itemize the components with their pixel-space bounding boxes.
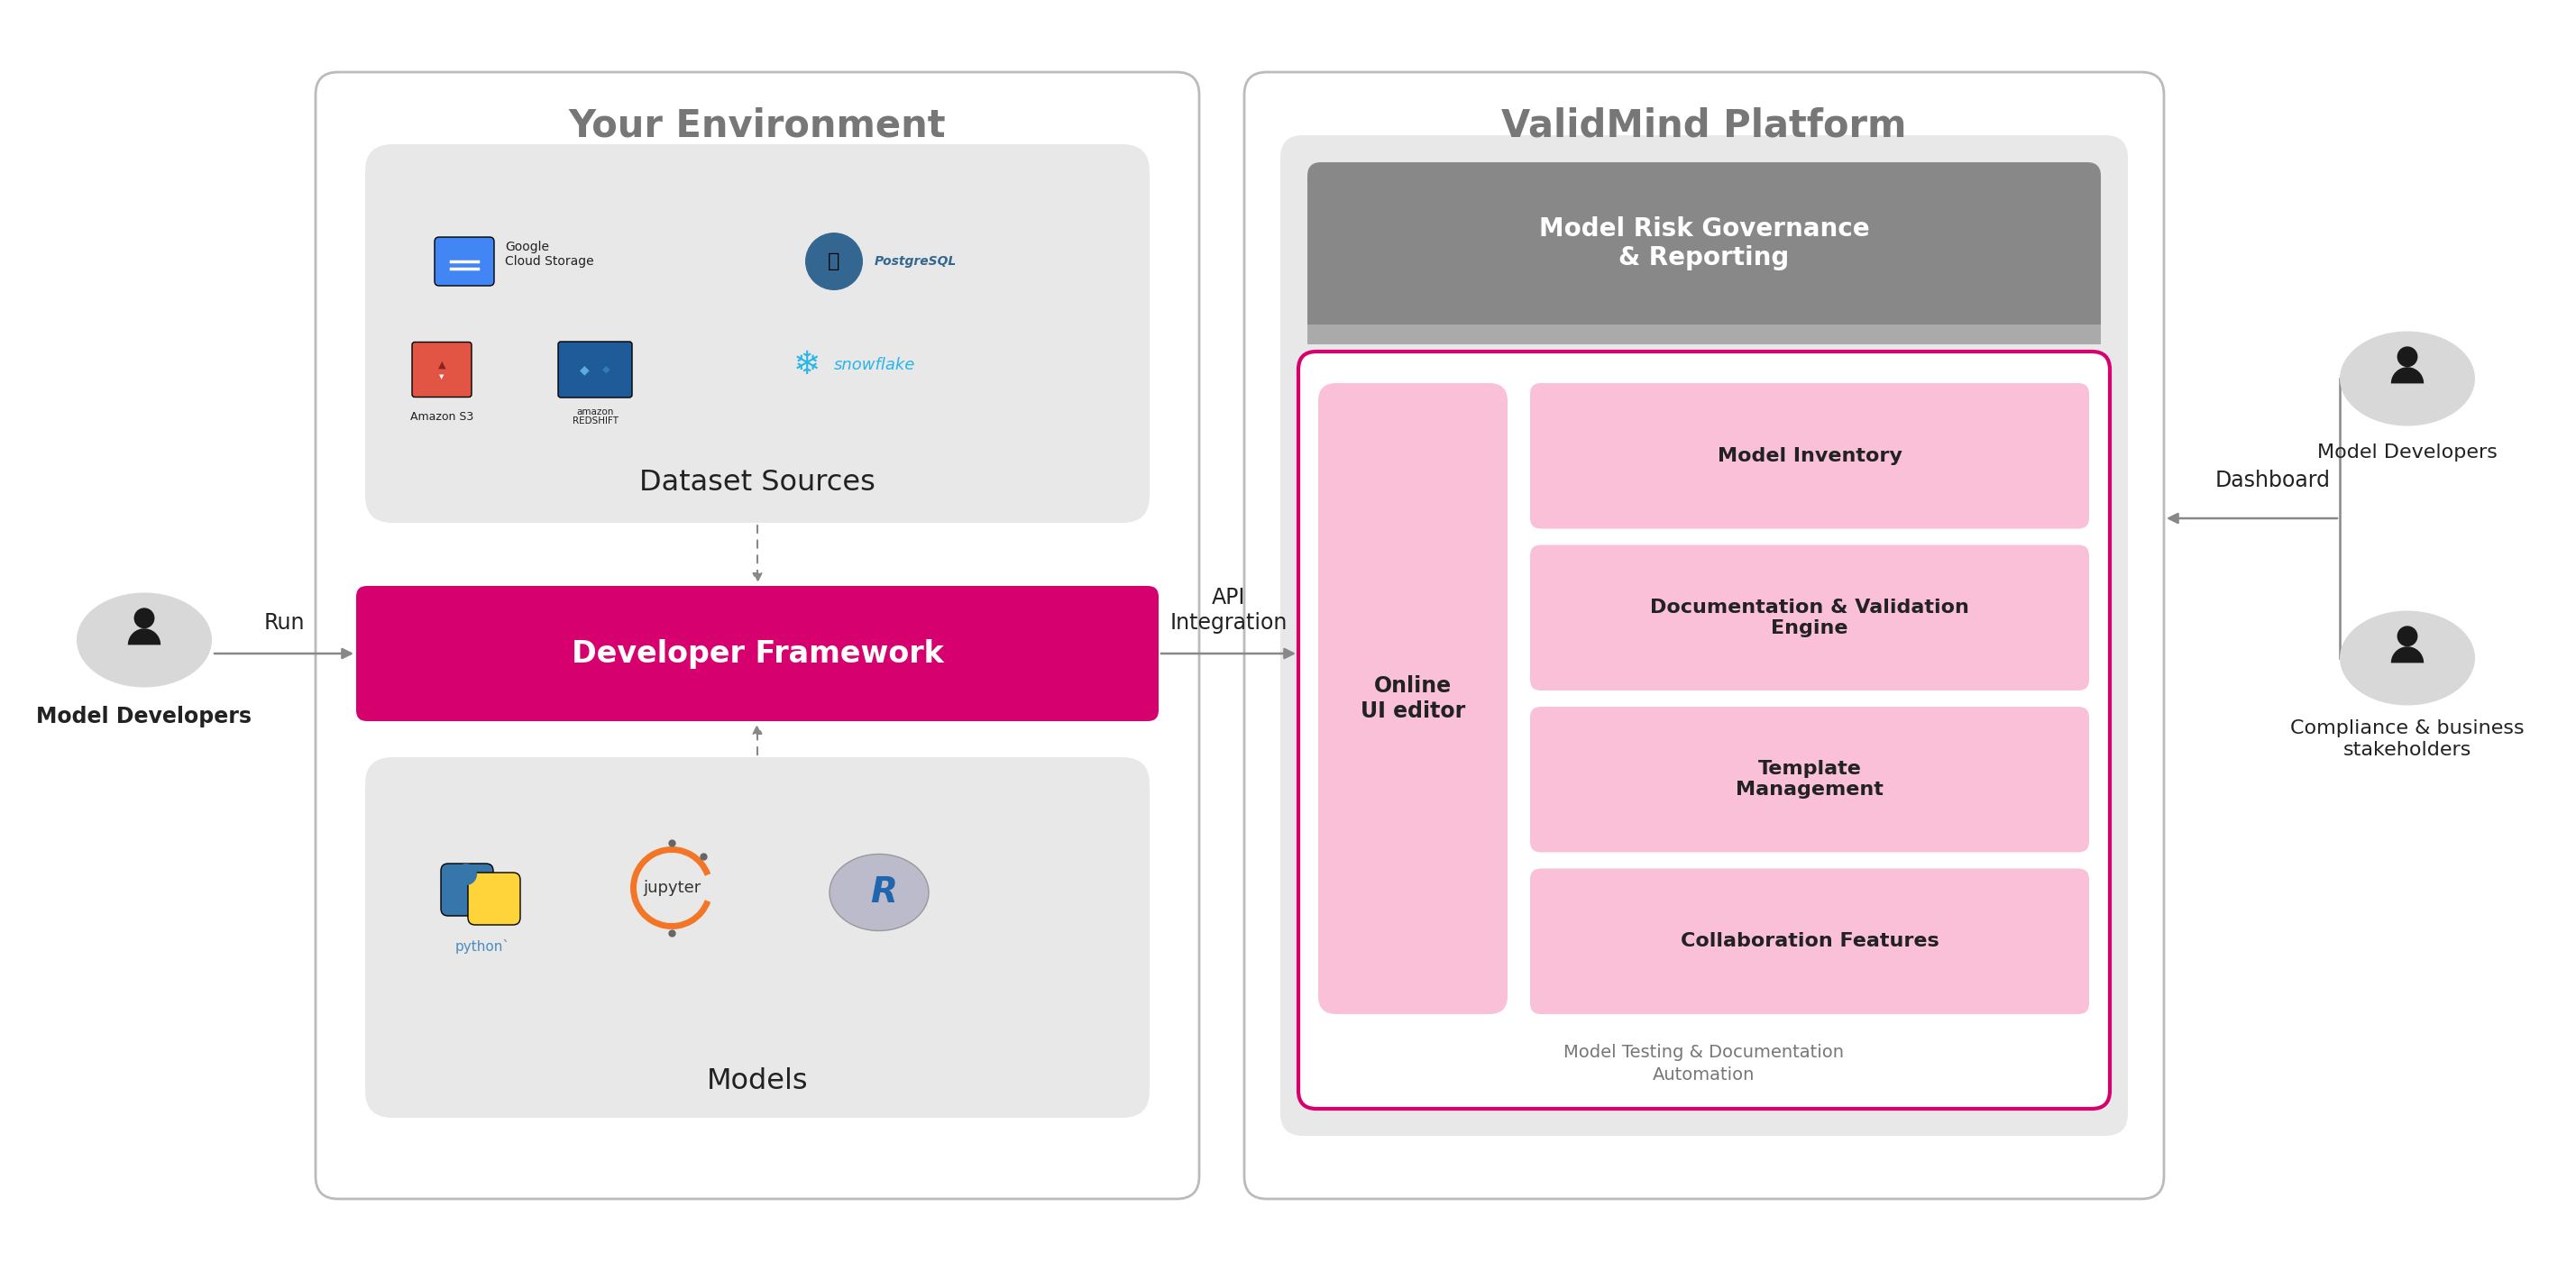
Text: Model Testing & Documentation
Automation: Model Testing & Documentation Automation [1564,1044,1844,1084]
Text: amazon
REDSHIFT: amazon REDSHIFT [572,408,618,425]
Text: Run: Run [263,612,304,634]
FancyBboxPatch shape [1244,72,2164,1199]
FancyBboxPatch shape [366,144,1149,522]
Text: 🐘: 🐘 [827,252,840,270]
Text: PostgreSQL: PostgreSQL [876,255,956,268]
Text: ◆: ◆ [603,365,611,374]
Polygon shape [129,628,160,645]
FancyBboxPatch shape [1319,384,1507,1015]
Ellipse shape [829,854,930,931]
Text: R: R [871,876,896,910]
FancyBboxPatch shape [1280,135,2128,1136]
Text: python`: python` [456,939,510,954]
FancyBboxPatch shape [469,872,520,925]
FancyBboxPatch shape [355,586,1159,721]
Text: Documentation & Validation
Engine: Documentation & Validation Engine [1651,598,1968,637]
Circle shape [2398,626,2419,646]
FancyBboxPatch shape [1309,324,2102,345]
FancyBboxPatch shape [1298,352,2110,1109]
Circle shape [134,608,155,628]
Polygon shape [2391,367,2424,384]
Text: Online
UI editor: Online UI editor [1360,675,1466,722]
Text: ❄: ❄ [793,350,822,380]
Circle shape [492,901,513,923]
Text: Compliance & business
stakeholders: Compliance & business stakeholders [2290,719,2524,758]
Circle shape [456,863,477,885]
Text: Developer Framework: Developer Framework [572,639,943,669]
Text: Model Developers: Model Developers [36,705,252,727]
FancyBboxPatch shape [1530,384,2089,529]
FancyBboxPatch shape [366,757,1149,1118]
FancyBboxPatch shape [412,342,471,398]
Ellipse shape [2339,331,2476,425]
Text: API
Integration: API Integration [1170,587,1288,634]
FancyBboxPatch shape [1530,707,2089,852]
FancyBboxPatch shape [317,72,1200,1199]
Ellipse shape [2339,611,2476,705]
Text: ValidMind Platform: ValidMind Platform [1502,107,1906,145]
FancyBboxPatch shape [440,863,492,916]
FancyBboxPatch shape [559,342,631,398]
Polygon shape [2391,646,2424,663]
Text: ◆: ◆ [580,363,590,376]
Text: Your Environment: Your Environment [569,107,945,145]
Text: Model Developers: Model Developers [2318,443,2499,462]
FancyBboxPatch shape [1530,868,2089,1015]
Text: Template
Management: Template Management [1736,760,1883,799]
Ellipse shape [77,593,211,688]
FancyBboxPatch shape [1309,163,2102,342]
Text: Models: Models [706,1068,809,1095]
Circle shape [806,232,863,290]
Text: snowflake: snowflake [835,357,914,374]
FancyBboxPatch shape [1530,545,2089,690]
Text: Model Risk Governance
& Reporting: Model Risk Governance & Reporting [1538,216,1870,270]
Circle shape [2398,347,2419,367]
Text: Amazon S3: Amazon S3 [410,410,474,423]
Text: jupyter: jupyter [644,880,701,896]
Text: ▼: ▼ [440,374,443,380]
Text: Dataset Sources: Dataset Sources [639,468,876,496]
Text: Dashboard: Dashboard [2215,469,2331,491]
Text: Google
Cloud Storage: Google Cloud Storage [505,241,595,268]
FancyBboxPatch shape [435,237,495,285]
Text: Collaboration Features: Collaboration Features [1680,933,1940,950]
Text: ▲: ▲ [438,361,446,370]
Text: Model Inventory: Model Inventory [1718,447,1901,464]
